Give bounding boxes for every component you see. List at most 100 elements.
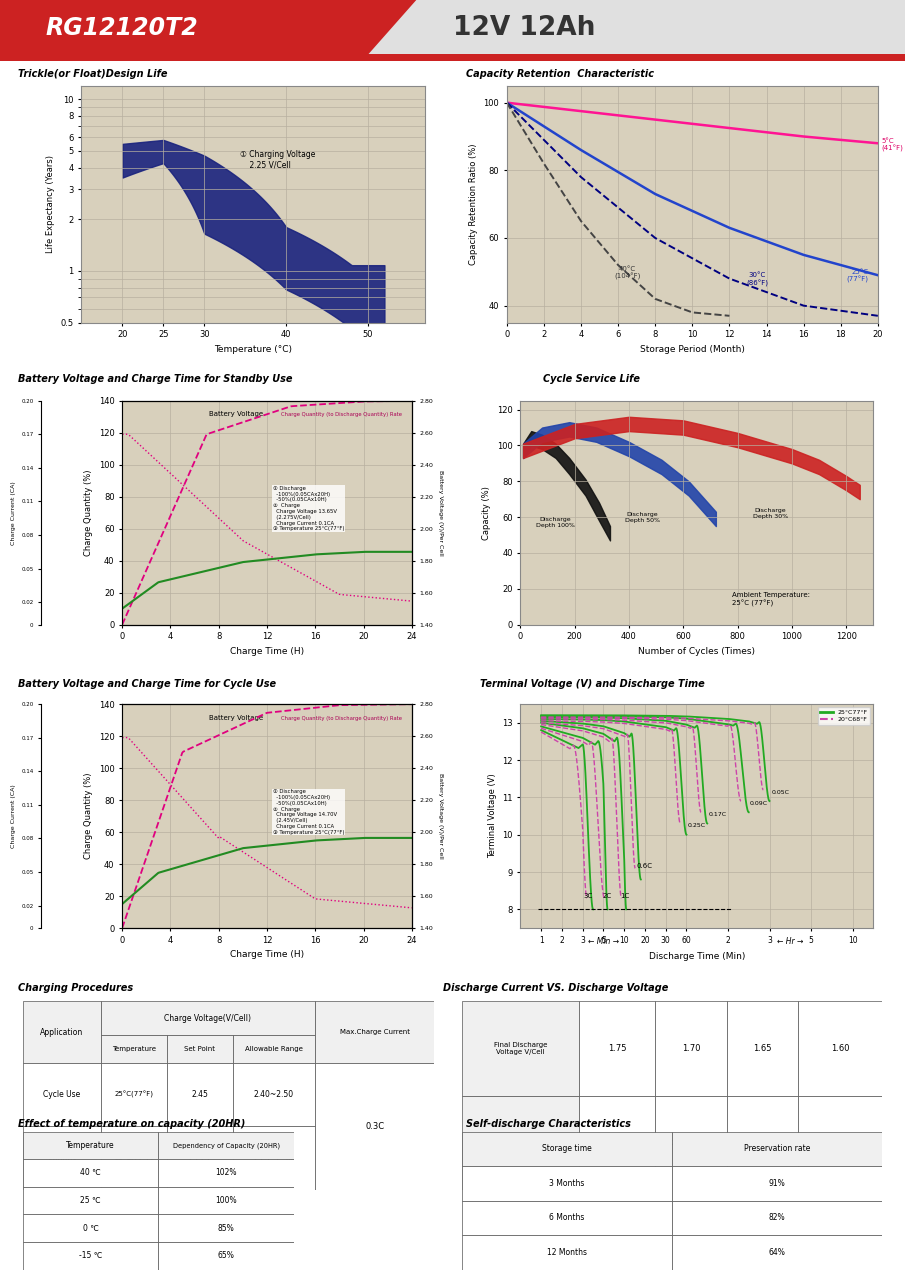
Text: Temperature: Temperature xyxy=(112,1046,156,1052)
Text: RG12120T2: RG12120T2 xyxy=(45,15,198,40)
Bar xyxy=(158,1132,294,1160)
Text: -15 ℃: -15 ℃ xyxy=(79,1252,102,1261)
Bar xyxy=(672,1132,882,1166)
Y-axis label: Battery Voltage (V)/Per Cell: Battery Voltage (V)/Per Cell xyxy=(438,773,443,859)
Bar xyxy=(315,1064,434,1190)
Text: Discharge Current VS. Discharge Voltage: Discharge Current VS. Discharge Voltage xyxy=(443,983,669,993)
Bar xyxy=(158,1160,294,1187)
Text: 0 ℃: 0 ℃ xyxy=(82,1224,99,1233)
Text: Max.Charge Current: Max.Charge Current xyxy=(339,1029,410,1036)
Text: 2.45: 2.45 xyxy=(191,1091,208,1100)
Text: Cycle Use: Cycle Use xyxy=(43,1091,81,1100)
Text: 0.09C: 0.09C xyxy=(749,801,767,806)
Bar xyxy=(462,1201,672,1235)
Text: Trickle(or Float)Design Life: Trickle(or Float)Design Life xyxy=(18,69,167,79)
Text: Set Point: Set Point xyxy=(185,1046,215,1052)
Bar xyxy=(672,1166,882,1201)
Text: Charge Voltage(V/Cell): Charge Voltage(V/Cell) xyxy=(165,1014,252,1023)
Text: 0.2C>(A): 0.2C>(A) xyxy=(601,1139,634,1147)
Y-axis label: Life Expectancy (Years): Life Expectancy (Years) xyxy=(46,155,55,253)
Text: 65%: 65% xyxy=(218,1252,234,1261)
Text: Dependency of Capacity (20HR): Dependency of Capacity (20HR) xyxy=(173,1142,280,1148)
Bar xyxy=(233,1126,315,1190)
Y-axis label: Terminal Voltage (V): Terminal Voltage (V) xyxy=(488,773,497,859)
Text: 12 Months: 12 Months xyxy=(547,1248,586,1257)
Bar xyxy=(315,1001,434,1064)
Bar xyxy=(233,1064,315,1126)
Bar xyxy=(462,1001,579,1096)
Text: Preservation rate: Preservation rate xyxy=(744,1144,810,1153)
Bar xyxy=(167,1036,233,1064)
Text: 2.25~2.30: 2.25~2.30 xyxy=(253,1153,294,1162)
Text: 5°C
(41°F): 5°C (41°F) xyxy=(881,138,903,152)
Text: Terminal Voltage (V) and Discharge Time: Terminal Voltage (V) and Discharge Time xyxy=(480,678,704,689)
Text: 85%: 85% xyxy=(218,1224,234,1233)
Y-axis label: Charge Current (CA): Charge Current (CA) xyxy=(11,785,15,847)
Text: 3C: 3C xyxy=(583,893,593,899)
Bar xyxy=(462,1166,672,1201)
Text: 2.40~2.50: 2.40~2.50 xyxy=(253,1091,294,1100)
Bar xyxy=(0,54,905,61)
X-axis label: Number of Cycles (Times): Number of Cycles (Times) xyxy=(638,646,756,655)
Text: Discharge
Depth 100%: Discharge Depth 100% xyxy=(537,517,575,527)
Bar xyxy=(158,1215,294,1242)
Text: 1.65: 1.65 xyxy=(753,1043,772,1053)
Bar xyxy=(100,1001,315,1036)
Y-axis label: Capacity (%): Capacity (%) xyxy=(482,485,491,540)
Text: 2.275: 2.275 xyxy=(189,1153,211,1162)
Text: Charge Quantity (to Discharge Quantity) Rate: Charge Quantity (to Discharge Quantity) … xyxy=(281,412,403,417)
Text: Discharge
Depth 30%: Discharge Depth 30% xyxy=(753,508,787,518)
Bar xyxy=(23,1132,158,1160)
Bar xyxy=(167,1126,233,1190)
Y-axis label: Charge Quantity (%): Charge Quantity (%) xyxy=(84,773,93,859)
Bar xyxy=(727,1096,798,1190)
Text: Charge Quantity (to Discharge Quantity) Rate: Charge Quantity (to Discharge Quantity) … xyxy=(281,716,403,721)
Text: Discharge
Current(A): Discharge Current(A) xyxy=(502,1137,538,1149)
Bar xyxy=(798,1001,882,1096)
X-axis label: Storage Period (Month): Storage Period (Month) xyxy=(640,344,745,353)
Text: Discharge Time (Min): Discharge Time (Min) xyxy=(649,952,745,961)
Bar xyxy=(158,1242,294,1270)
Text: Storage time: Storage time xyxy=(542,1144,592,1153)
Bar xyxy=(23,1126,100,1190)
Text: 30°C
(86°F): 30°C (86°F) xyxy=(747,273,768,287)
Legend: 25°C77°F, 20°C68°F: 25°C77°F, 20°C68°F xyxy=(817,707,871,724)
Text: (A)>1.0C: (A)>1.0C xyxy=(824,1139,856,1147)
Text: Self-discharge Characteristics: Self-discharge Characteristics xyxy=(466,1119,631,1129)
Bar xyxy=(233,1036,315,1064)
Y-axis label: Charge Quantity (%): Charge Quantity (%) xyxy=(84,470,93,556)
Bar xyxy=(462,1132,672,1166)
Text: 0.25C: 0.25C xyxy=(687,823,705,828)
Text: Standby: Standby xyxy=(46,1153,78,1162)
Text: Battery Voltage: Battery Voltage xyxy=(209,714,263,721)
Text: 0.6C: 0.6C xyxy=(637,863,653,869)
Text: 25 ℃: 25 ℃ xyxy=(81,1196,100,1206)
Y-axis label: Charge Current (CA): Charge Current (CA) xyxy=(11,481,15,544)
Text: 0.17C: 0.17C xyxy=(709,812,727,817)
Text: 25°C
(77°F): 25°C (77°F) xyxy=(846,269,869,283)
Bar xyxy=(23,1242,158,1270)
Text: Ambient Temperature:
25°C (77°F): Ambient Temperature: 25°C (77°F) xyxy=(732,593,810,607)
Bar xyxy=(727,1001,798,1096)
Text: 0.5C<(A)<1.0C: 0.5C<(A)<1.0C xyxy=(737,1139,788,1147)
Text: Cycle Service Life: Cycle Service Life xyxy=(543,374,640,384)
Text: 64%: 64% xyxy=(768,1248,786,1257)
Text: Battery Voltage and Charge Time for Standby Use: Battery Voltage and Charge Time for Stan… xyxy=(18,374,292,384)
Text: Effect of temperature on capacity (20HR): Effect of temperature on capacity (20HR) xyxy=(18,1119,245,1129)
Text: 0.3C: 0.3C xyxy=(365,1123,385,1132)
Bar xyxy=(462,1096,579,1190)
X-axis label: Charge Time (H): Charge Time (H) xyxy=(230,646,304,655)
Bar xyxy=(462,1235,672,1270)
Bar xyxy=(23,1001,100,1064)
Bar xyxy=(23,1215,158,1242)
Bar xyxy=(655,1096,727,1190)
Text: Application: Application xyxy=(40,1028,83,1037)
Text: 91%: 91% xyxy=(768,1179,786,1188)
Text: 1.60: 1.60 xyxy=(831,1043,850,1053)
Text: 1C: 1C xyxy=(621,893,630,899)
Text: 2C: 2C xyxy=(602,893,611,899)
X-axis label: Temperature (°C): Temperature (°C) xyxy=(214,344,292,353)
Text: Discharge
Depth 50%: Discharge Depth 50% xyxy=(625,512,660,522)
Text: Capacity Retention  Characteristic: Capacity Retention Characteristic xyxy=(466,69,654,79)
Text: 0.2C<(A)<0.5C: 0.2C<(A)<0.5C xyxy=(665,1139,717,1147)
